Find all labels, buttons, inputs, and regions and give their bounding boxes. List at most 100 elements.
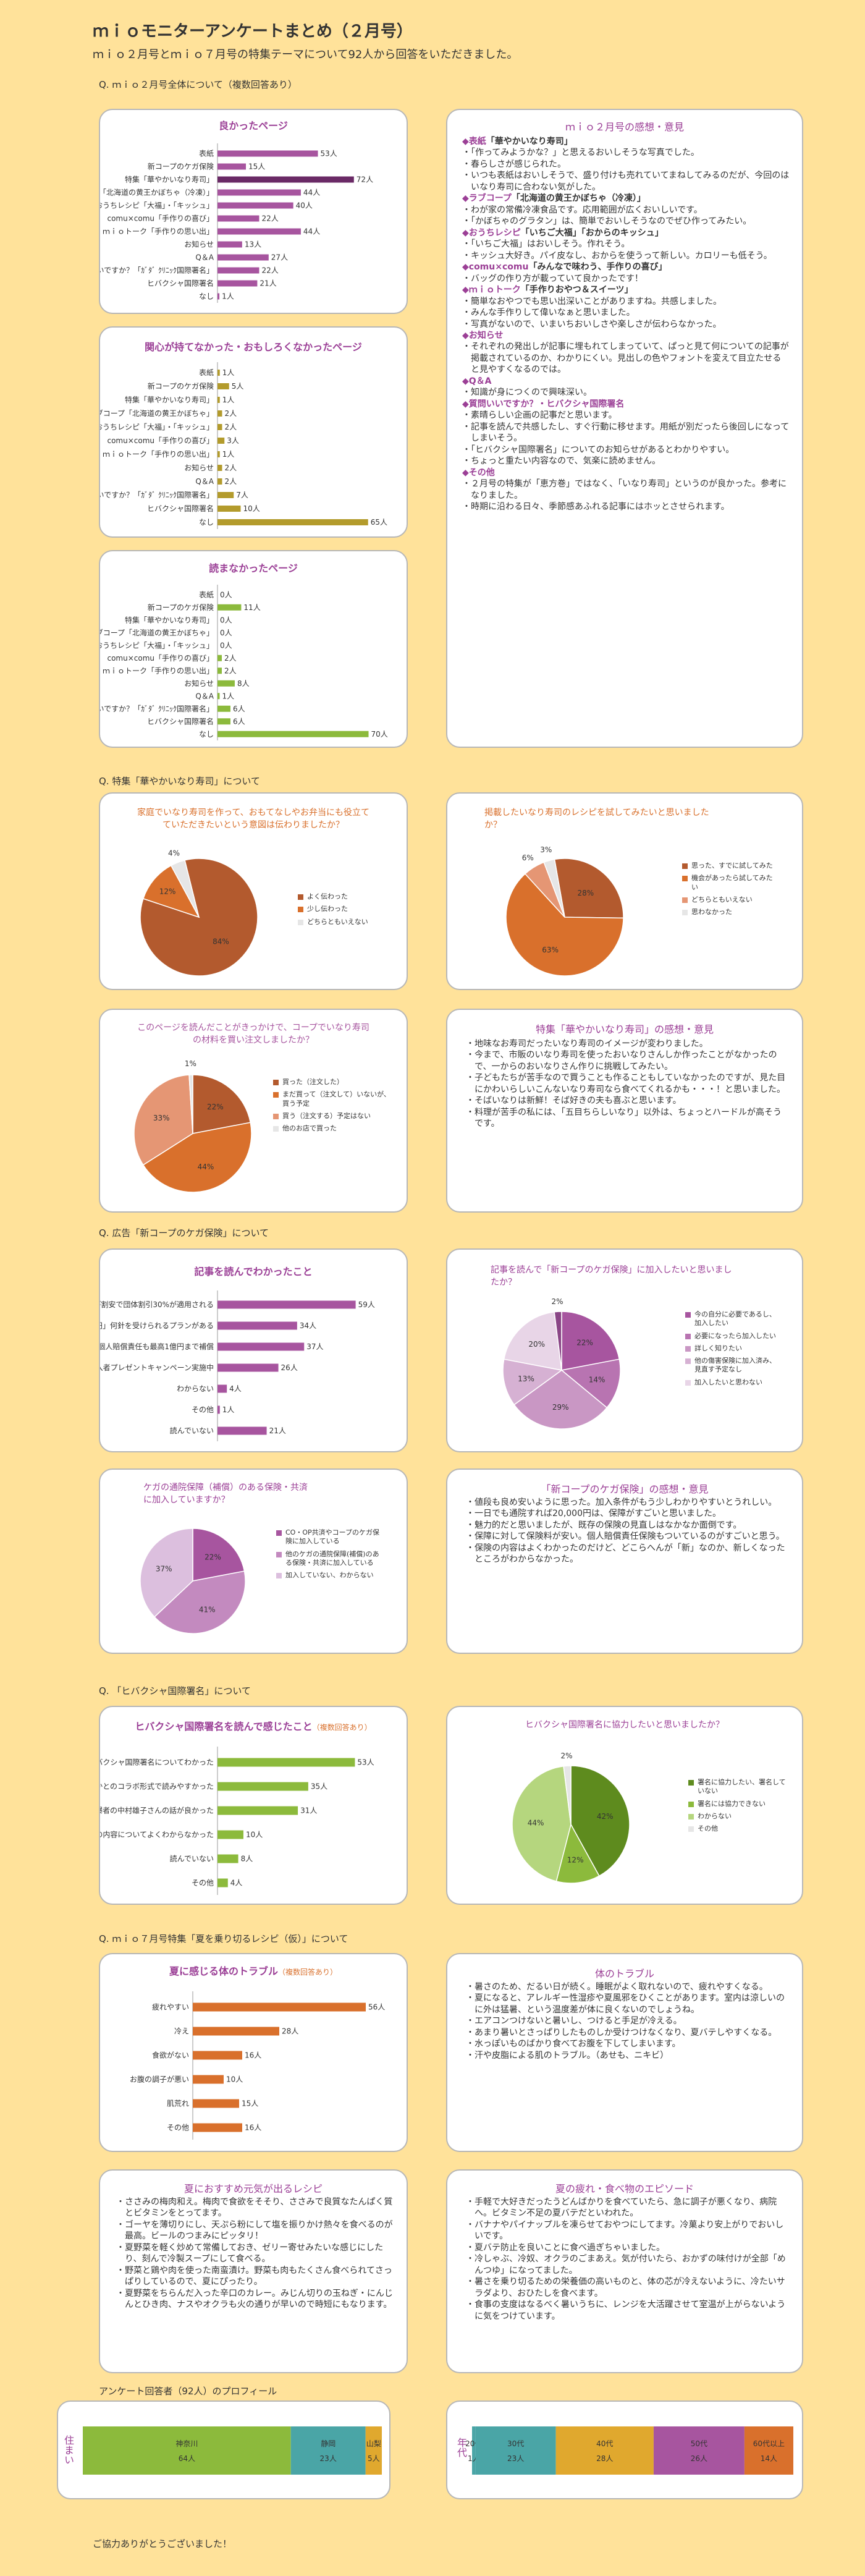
bar-category-label: わからない xyxy=(177,1384,214,1393)
bar-value-label: 10人 xyxy=(246,1831,263,1839)
comment-item: ・「かぼちゃのグラタン」は、簡単でおいしそうなのでぜひ作ってみたい。 xyxy=(462,216,752,227)
bar-value-label: 10人 xyxy=(226,2075,243,2084)
legend-label: 加入していない、わからない xyxy=(285,1571,374,1580)
legend-swatch xyxy=(298,907,303,913)
legend-label: 他のケガの通院保障(補償)のある保険・共済に加入している xyxy=(285,1549,379,1567)
segment-category: 30代 xyxy=(507,2439,524,2448)
chart-title: 夏に感じる体のトラブル（複数回答あり） xyxy=(100,1963,407,1978)
bar xyxy=(217,189,301,196)
pie-value-label: 2% xyxy=(551,1297,563,1306)
segment-category: 山梨 xyxy=(366,2439,381,2448)
bar-value-label: 1人 xyxy=(222,292,234,301)
bar-value-label: 37人 xyxy=(306,1342,323,1351)
bar-category-label: なし xyxy=(199,292,214,301)
bar-category-label: お知らせ xyxy=(184,679,214,688)
bar-category-label: 読んでいない xyxy=(170,1426,214,1435)
bar xyxy=(217,1782,308,1791)
title-sub: （複数回答あり） xyxy=(278,1968,338,1976)
segment-category: 60代以上 xyxy=(753,2439,785,2448)
pie-value-label: 42% xyxy=(597,1812,614,1821)
bar xyxy=(217,1758,355,1767)
legend-swatch xyxy=(685,1358,691,1365)
bar-category-label: 特集「華やかいなり寿司」 xyxy=(125,175,214,184)
section-header-3: Q. 広告「新コープのケガ保険」について xyxy=(99,1227,269,1239)
bar xyxy=(217,163,246,170)
bar xyxy=(217,241,242,248)
bar-value-label: 4人 xyxy=(229,1384,242,1393)
bar xyxy=(217,254,269,261)
comments-body: ・手軽で大好きだったうどんばかりを食べていたら、急に調子が悪くなり、病院へ。ビタ… xyxy=(466,2197,787,2322)
bar xyxy=(217,150,318,157)
bar-category-label: 署名の内容についてよくわからなかった xyxy=(100,1830,214,1839)
legend-swatch xyxy=(685,1312,691,1318)
comment-item: ・野菜と鶏や肉を使った南蛮漬け。野菜も肉もたくさん食べられてさっぱりしているので… xyxy=(116,2265,392,2287)
comment-item: ・「ヒバクシャ国際署名」についてのお知らせがあるとわかりやすい。 xyxy=(462,444,735,455)
legend-label: CO・OP共済やコープのケガ保険に加入している xyxy=(285,1528,379,1546)
comment-item: ・ささみの梅肉和え。梅肉で食欲をそそり、ささみで良質なたんぱく質とビタミンをとっ… xyxy=(116,2197,393,2219)
segment-value: 64人 xyxy=(179,2454,195,2463)
learned-chart: 保障料が割安で団体割引30%が適用される 59人「傷害一時金2万円」何針を受けられ… xyxy=(100,1290,375,1441)
panel-pie1: 家庭でいなり寿司を作って、おもてなしやお弁当にも役立てていただきたいという意図は… xyxy=(99,792,408,990)
chart-title: 掲載したいなり寿司のレシピを試してみたいと思いましたか？ xyxy=(484,808,709,830)
legend-item: わからない xyxy=(688,1812,787,1821)
chart-title: 記事を読んでわかったこと xyxy=(194,1266,313,1277)
bar xyxy=(217,267,260,274)
panel-pie4: 記事を読んで「新コープのケガ保険」に加入したいと思いましたか？ 22% 14% 29%… xyxy=(446,1248,803,1452)
panel-comments-6: 夏の疲れ・食べ物のエピソード ・手軽で大好きだったうどんばかりを食べていたら、急に… xyxy=(446,2169,803,2373)
legend-label: 機会があったら試してみたい xyxy=(691,874,773,891)
comment-item: ・子どもたちが苦手なので買うことも作ることもしていなかったのですが、見た目にかわ… xyxy=(466,1073,786,1095)
bar-value-label: 1人 xyxy=(222,1405,235,1414)
comment-item: ・地味なお寿司だったいなり寿司のイメージが変わりました。 xyxy=(466,1039,708,1049)
chart-title: ケガの通院保障（補償）のある保険・共済に加入していますか？ xyxy=(143,1483,308,1505)
bar xyxy=(217,1300,356,1309)
chart-title: 読まなかったページ xyxy=(209,562,298,574)
bar-value-label: 44人 xyxy=(303,189,320,197)
comment-heading-topic: 「北海道の黄王かぼちゃ（冷凍）」 xyxy=(511,193,646,204)
legend-swatch xyxy=(682,897,688,903)
bar-category-label: 新コープのケガ保険 xyxy=(148,162,214,171)
bar-category-label: おうちレシピ「大福」・「キッシュ」 xyxy=(100,422,214,431)
comments-body: ・地味なお寿司だったいなり寿司のイメージが変わりました。 ・今まで、市販のいなり寿… xyxy=(466,1038,787,1130)
comment-item: ・料理が苦手の私には、「五目ちらしいなり」以外は、ちょっとハードルが高そうです。 xyxy=(466,1107,782,1129)
stacked-segment xyxy=(472,2426,476,2475)
pie-slice xyxy=(140,1528,193,1618)
legend-swatch xyxy=(682,863,688,869)
comment-item: ・夏になると、アレルギー性湿疹や夏風邪をひくことがあります。室内は涼しいのに外は… xyxy=(466,1993,785,2015)
pie2-chart: 28% 63% 6% 3% xyxy=(505,845,624,977)
bar-value-label: 56人 xyxy=(368,2003,385,2012)
pie-value-label: 3% xyxy=(540,845,552,854)
comments-body: ◆表紙「華やかいなり寿司」 ・「作ってみようかな？」と思えるおいしそうな写真でした… xyxy=(462,136,790,512)
legend-item: 他のお店で買った xyxy=(273,1124,390,1133)
stacked-segment xyxy=(365,2426,382,2475)
bar-value-label: 0人 xyxy=(220,629,232,637)
bar xyxy=(217,667,222,674)
bar xyxy=(217,424,222,430)
pie-value-label: 44% xyxy=(198,1163,214,1171)
bar-category-label: おうちレシピ「大福」・「キッシュ」 xyxy=(100,640,214,650)
bar xyxy=(217,397,220,403)
bar-category-label: 表紙 xyxy=(199,149,214,158)
bar xyxy=(217,228,301,235)
bar-category-label: 疲れやすい xyxy=(152,2002,189,2012)
pie-slice xyxy=(133,1074,193,1166)
title-sub: （複数回答あり） xyxy=(312,1723,372,1732)
closing-text: ご協力ありがとうございました！ xyxy=(93,2538,232,2549)
bar-value-label: 1人 xyxy=(222,692,234,700)
panel-unread: 読まなかったページ 表紙 0人 新コープのケガ保険 11人 特集「華やかいなり寿司」 0人ラ… xyxy=(99,550,408,748)
panel-hibakusha: ヒバクシャ国際署名を読んで感じたこと（複数回答あり） ヒバクシャ国際署名についてわ… xyxy=(99,1706,408,1905)
comment-heading-topic: 「いちご大福」「おからのキッシュ」 xyxy=(520,227,664,238)
legend-swatch xyxy=(688,1826,694,1832)
legend-item: 他のケガの通院保障(補償)のある保険・共済に加入している xyxy=(276,1550,381,1568)
legend-label: 署名には協力できない xyxy=(698,1799,766,1808)
bar-category-label: なし xyxy=(199,518,214,527)
bar-value-label: 1人 xyxy=(222,396,235,404)
segment-value: 14人 xyxy=(761,2454,777,2463)
bar xyxy=(217,215,260,222)
bar-category-label: 質問いいですか？「ｶﾞﾀﾞ ｸﾘﾆｯｸ国際署名」 xyxy=(100,266,214,275)
comment-item: ・わが家の常備冷凍食品です。応用範囲が広くおいしいです。 xyxy=(462,205,703,215)
pie-slice xyxy=(502,1358,563,1405)
pie-value-label: 1% xyxy=(185,1059,196,1068)
stacked-segment xyxy=(653,2426,745,2475)
page-title: ｍｉｏモニターアンケートまとめ（２月号） xyxy=(93,22,413,41)
bar-value-label: 8人 xyxy=(237,679,250,688)
